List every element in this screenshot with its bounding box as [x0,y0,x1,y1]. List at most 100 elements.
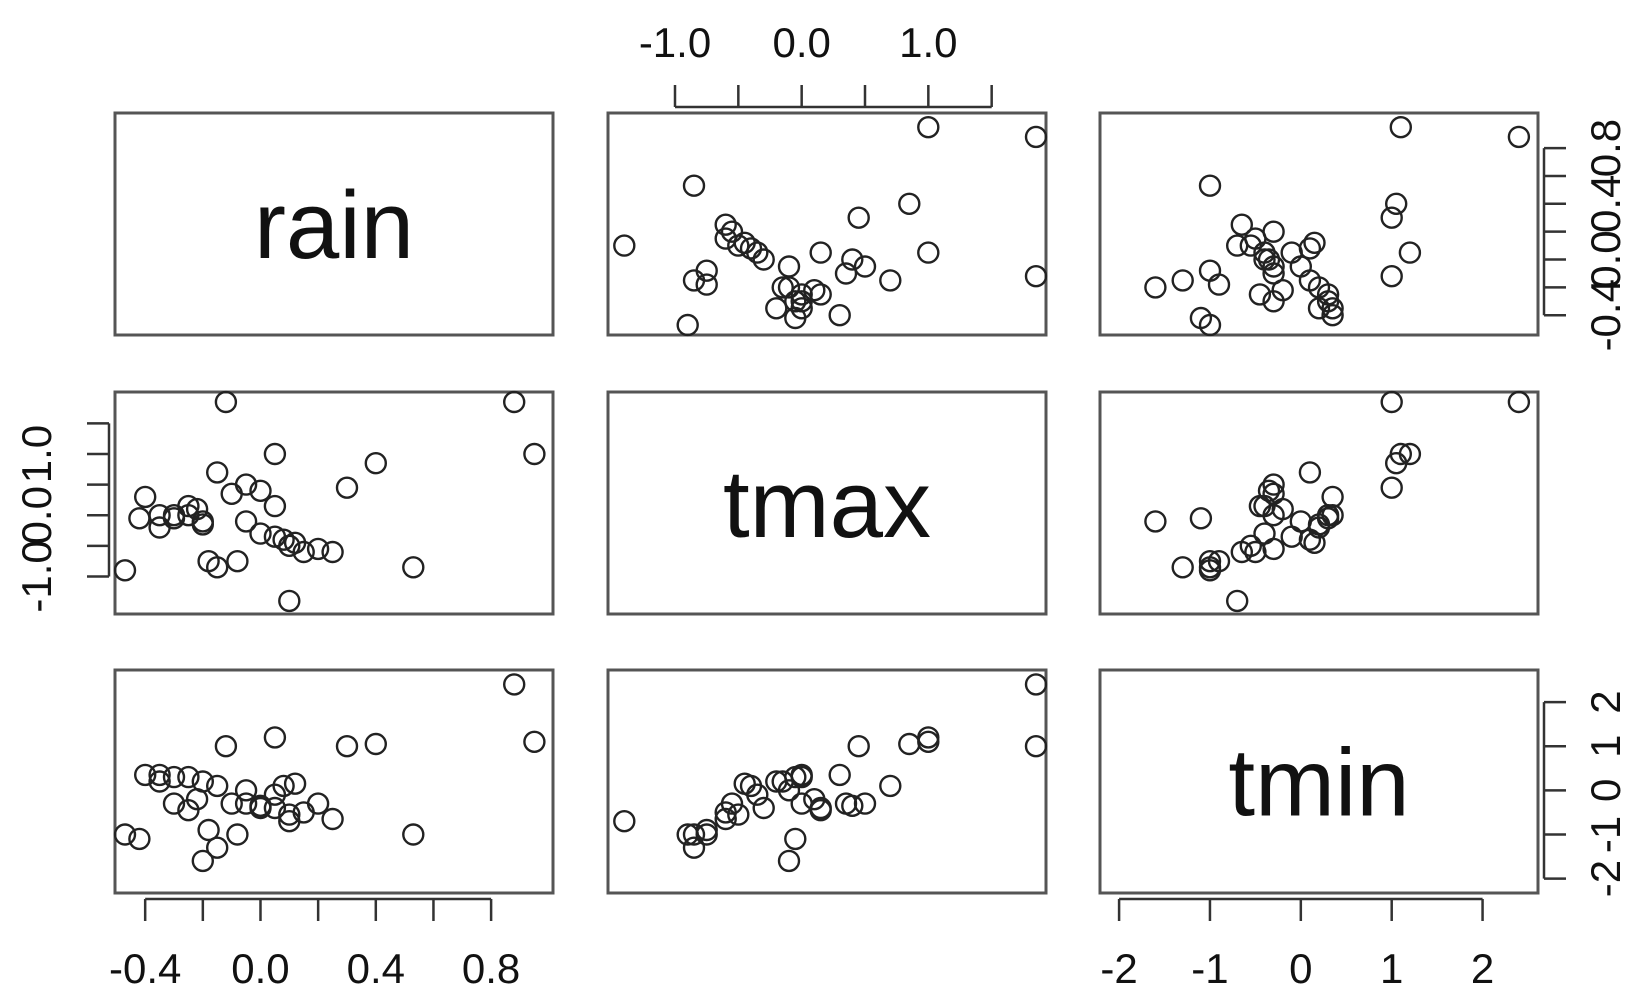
point-tmin-vs-tmax-27 [1024,735,1048,758]
point-tmax-vs-rain-24 [226,550,249,573]
point-tmin-vs-rain-6 [162,765,186,789]
tick-label-top-tmax-4: 1.0 [899,19,957,66]
tick-label-left-tmax-4: 1.0 [13,425,60,483]
point-tmin-vs-rain-32 [177,799,200,822]
point-rain-vs-tmin-22 [1207,273,1231,296]
point-tmin-vs-tmax-36 [733,772,756,795]
point-rain-vs-tmin-27 [1380,265,1403,288]
point-tmin-vs-rain-19 [292,801,315,824]
variable-label-rain: rain [254,172,414,279]
point-tmin-vs-tmax-26 [898,732,921,756]
panel-frame-tmin-tmax [606,668,1048,895]
panel-frame-rain-tmax [606,111,1048,337]
point-rain-vs-tmax-4 [828,304,851,327]
point-tmin-vs-rain-4 [133,763,157,787]
point-tmin-vs-rain-25 [335,735,359,758]
point-tmax-vs-tmin-31 [1144,510,1167,533]
point-tmin-vs-tmax-20 [720,792,744,815]
point-tmax-vs-tmin-35 [1307,516,1331,539]
point-tmax-vs-rain-11 [234,473,258,496]
point-tmin-vs-tmax-28 [917,726,940,749]
point-rain-vs-tmin-31 [1144,276,1167,299]
point-tmax-vs-rain-5 [148,504,171,527]
point-rain-vs-tmax-34 [739,237,763,260]
tick-label-right-tmin-0: -2 [1582,860,1629,897]
point-tmin-vs-rain-18 [278,803,301,826]
point-tmax-vs-rain-23 [205,556,229,579]
point-tmax-vs-tmin-19 [1244,540,1267,564]
point-tmax-vs-rain-36 [283,531,307,554]
point-rain-vs-tmin-2 [1189,306,1213,330]
point-tmin-vs-rain-27 [214,735,238,758]
point-tmin-vs-tmax-30 [917,730,940,753]
point-rain-vs-tmax-5 [790,297,813,320]
point-tmax-vs-rain-10 [220,482,243,505]
panel-frame-tmin-rain [113,668,555,895]
point-tmin-vs-tmax-3 [613,810,636,833]
point-tmax-vs-tmin-30 [1389,442,1413,466]
point-tmax-vs-tmin-21 [1230,540,1254,564]
point-tmin-vs-tmax-25 [847,735,870,758]
tick-label-left-tmax-0: -1.0 [13,540,60,612]
point-tmin-vs-rain-24 [226,823,249,846]
point-tmax-vs-rain-9 [205,461,229,484]
point-tmax-vs-tmin-4 [1321,485,1344,509]
point-tmin-vs-tmax-16 [752,796,775,820]
point-tmax-vs-rain-15 [234,510,258,533]
point-tmin-vs-rain-22 [197,818,220,842]
point-rain-vs-tmax-9 [879,269,902,292]
panel-frame-tmax-tmin [1098,390,1540,616]
point-tmin-vs-rain-10 [220,792,243,815]
point-tmin-vs-tmax-14 [803,788,826,811]
scatter-panel-tmax-vs-rain [113,390,546,613]
tick-label-left-tmax-2: 0.0 [13,486,60,544]
scatter-panel-tmin-vs-rain [113,673,546,873]
panel-frame-rain-rain [113,111,555,337]
point-rain-vs-tmin-36 [1303,231,1326,255]
tick-label-bottom-rain-6: 0.8 [462,945,520,992]
point-rain-vs-tmin-16 [1253,248,1276,271]
point-rain-vs-tmin-17 [1280,241,1303,264]
scatter-panel-rain-vs-tmin [1144,115,1531,337]
point-rain-vs-tmax-35 [765,297,788,320]
point-tmax-vs-rain-1 [402,556,425,579]
point-tmax-vs-tmin-36 [1303,531,1326,554]
point-tmin-vs-tmax-2 [784,827,807,851]
point-rain-vs-tmax-6 [784,290,807,313]
point-tmax-vs-rain-28 [263,442,287,466]
tick-label-right-tmin-4: 2 [1582,690,1629,713]
tick-label-right-rain-6: 0.8 [1582,119,1629,177]
point-tmax-vs-rain-25 [335,476,359,499]
point-tmin-vs-rain-15 [234,779,258,802]
point-rain-vs-tmax-25 [847,206,870,229]
tick-label-bottom-rain-4: 0.4 [347,945,405,992]
panel-frame-tmax-tmax [606,390,1048,616]
tick-label-bottom-tmin-2: 0 [1289,945,1312,992]
point-rain-vs-tmax-14 [803,279,826,302]
tick-label-right-tmin-1: -1 [1582,816,1629,853]
point-rain-vs-tmax-10 [834,262,858,285]
tick-label-top-tmax-0: -1.0 [639,19,711,66]
point-tmax-vs-rain-3 [278,589,301,613]
point-tmax-vs-tmin-27 [1380,390,1403,414]
point-rain-vs-tmax-16 [752,248,775,271]
point-tmax-vs-rain-21 [321,540,344,564]
point-rain-vs-tmax-26 [898,192,921,216]
tick-label-bottom-tmin-4: 2 [1471,945,1494,992]
point-rain-vs-tmin-35 [1307,297,1331,320]
point-tmin-vs-tmax-35 [765,770,788,793]
scatter-points [113,115,1531,873]
point-rain-vs-tmin-15 [1289,255,1313,278]
point-rain-vs-tmax-31 [777,276,801,299]
tick-label-bottom-rain-0: -0.4 [109,945,181,992]
point-rain-vs-tmin-23 [1171,269,1194,292]
point-rain-vs-tmin-4 [1321,304,1344,327]
point-rain-vs-tmax-12 [841,248,864,271]
point-tmax-vs-tmin-33 [1262,504,1285,527]
tick-label-right-tmin-3: 1 [1582,735,1629,758]
point-tmax-vs-tmin-29 [1507,390,1531,414]
point-tmin-vs-rain-16 [249,796,272,820]
point-tmax-vs-rain-4 [133,485,157,509]
point-tmin-vs-tmax-21 [714,807,737,831]
point-tmax-vs-rain-29 [503,390,526,414]
